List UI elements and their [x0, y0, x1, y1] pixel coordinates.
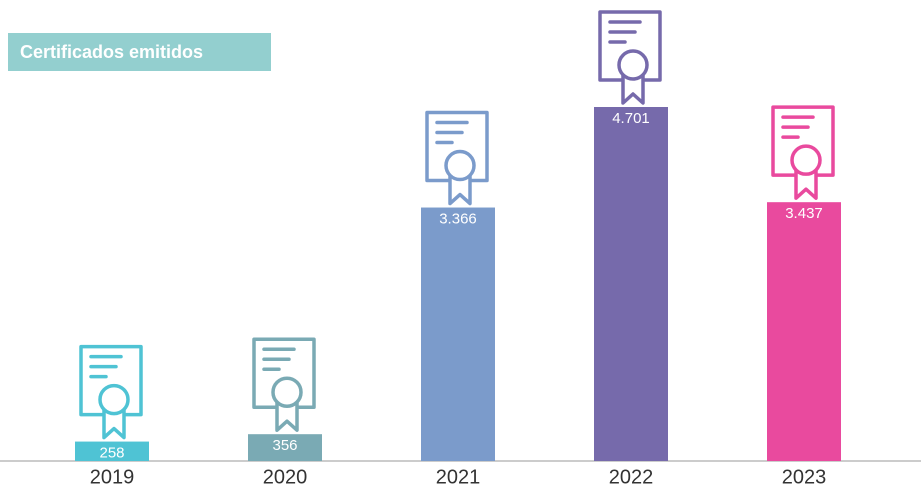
value-label: 3.366	[439, 210, 477, 227]
seal	[617, 49, 649, 81]
x-tick-label: 2020	[263, 466, 308, 488]
seal	[271, 376, 303, 408]
ribbon	[448, 173, 472, 206]
bar	[767, 202, 841, 461]
ribbon	[275, 400, 299, 432]
ribbon	[794, 168, 818, 200]
value-label: 258	[99, 445, 124, 462]
x-tick-label: 2019	[90, 466, 135, 488]
bar	[594, 107, 668, 461]
x-tick-label: 2021	[436, 466, 481, 488]
seal	[98, 383, 130, 416]
bar	[248, 434, 322, 461]
value-label: 4.701	[612, 110, 650, 127]
title-box	[8, 33, 271, 71]
value-label: 3.437	[785, 205, 823, 222]
chart-title: Certificados emitidos	[20, 42, 203, 62]
ribbon	[621, 73, 645, 105]
seal	[790, 144, 822, 176]
ribbon	[102, 407, 126, 440]
bar	[421, 207, 495, 461]
bar	[75, 441, 149, 461]
x-tick-label: 2022	[609, 466, 654, 488]
seal	[444, 149, 476, 182]
value-label: 356	[272, 437, 297, 454]
x-tick-label: 2023	[782, 466, 827, 488]
